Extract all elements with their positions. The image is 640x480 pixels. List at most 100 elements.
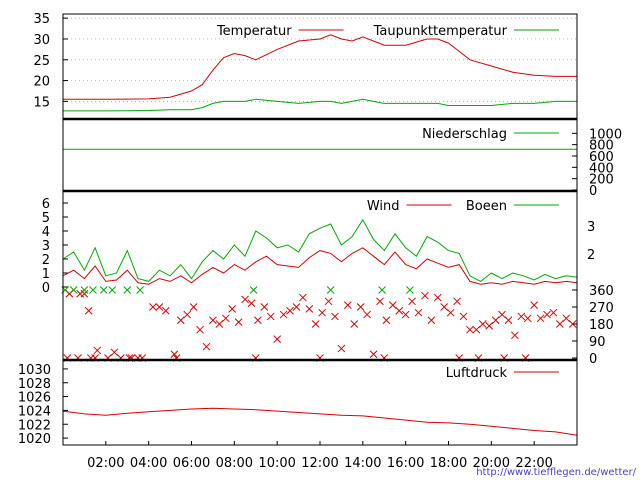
y2-tick-label: 0 xyxy=(589,352,597,367)
y-tick-label: 1 xyxy=(42,267,50,282)
x-tick-label: 18:00 xyxy=(430,456,467,471)
temperature-line xyxy=(63,34,577,100)
direction-point xyxy=(215,320,224,328)
direction-point xyxy=(155,303,164,311)
direction-point xyxy=(299,293,307,302)
direction-point xyxy=(170,350,179,359)
direction-point-calm xyxy=(406,286,414,294)
direction-point xyxy=(511,331,519,340)
x-tick-label: 16:00 xyxy=(387,456,424,471)
x-tick-label: 02:00 xyxy=(87,456,124,471)
direction-point xyxy=(453,297,461,306)
wind-line xyxy=(62,247,578,285)
direction-point xyxy=(266,312,275,321)
direction-point xyxy=(491,316,500,325)
y-tick-label: 1028 xyxy=(18,377,51,392)
direction-point xyxy=(286,306,294,315)
direction-point xyxy=(408,297,416,306)
temperature-panel: 15 20 25 30 35 Taupunkttemperatur Temperatur xyxy=(33,12,577,112)
y2-tick-label: 270 xyxy=(589,301,614,316)
y-tick-label: 15 xyxy=(33,95,50,110)
direction-point xyxy=(395,306,404,315)
y2-tick-label: 3 xyxy=(587,220,595,235)
x-tick-label: 14:00 xyxy=(344,456,381,471)
time-axis: 02:00 04:00 06:00 08:00 10:00 12:00 14:00 16:00… xyxy=(87,441,553,471)
direction-point xyxy=(459,312,468,321)
direction-point xyxy=(273,335,282,343)
direction-point xyxy=(196,325,204,334)
direction-point xyxy=(292,303,301,311)
direction-point xyxy=(202,342,211,351)
y-tick-label: 1024 xyxy=(18,404,51,419)
direction-point xyxy=(556,320,564,328)
direction-point xyxy=(530,301,539,309)
y2-tick-label: 800 xyxy=(589,139,614,154)
direction-point xyxy=(149,303,157,311)
y-tick-label: 4 xyxy=(42,225,50,240)
direction-point xyxy=(446,308,455,317)
direction-point xyxy=(369,350,378,359)
direction-point xyxy=(176,316,185,325)
direction-point xyxy=(356,303,365,311)
direction-point xyxy=(110,348,119,357)
direction-point xyxy=(254,316,262,325)
direction-point xyxy=(318,308,326,317)
direction-point xyxy=(485,322,494,330)
y2-tick-label: 200 xyxy=(589,173,614,188)
direction-point xyxy=(305,305,314,313)
direction-point xyxy=(536,314,545,323)
direction-point xyxy=(382,316,391,325)
direction-point xyxy=(350,320,359,328)
direction-point xyxy=(183,310,192,319)
gusts-line xyxy=(62,218,578,282)
y-tick-label: 5 xyxy=(42,211,50,226)
direction-point xyxy=(433,293,442,302)
legend-label: Temperatur xyxy=(216,24,292,39)
y-tick-label: 2 xyxy=(42,253,50,268)
direction-point xyxy=(209,316,217,325)
direction-point xyxy=(80,289,89,298)
direction-point xyxy=(466,325,474,334)
direction-point-calm xyxy=(99,286,108,294)
direction-point xyxy=(363,310,371,319)
y-tick-label: 20 xyxy=(33,75,50,90)
y2-tick-label: 2 xyxy=(587,248,595,263)
legend-label: Luftdruck xyxy=(446,366,508,381)
direction-point xyxy=(427,316,436,325)
direction-point xyxy=(311,320,320,328)
direction-point xyxy=(498,310,506,319)
direction-point-calm xyxy=(326,286,335,294)
y-tick-label: 1022 xyxy=(18,418,51,433)
panel-separators xyxy=(62,13,578,446)
direction-point xyxy=(401,310,410,319)
y-tick-label: 30 xyxy=(33,33,50,48)
direction-point xyxy=(279,310,288,319)
direction-point xyxy=(324,297,333,306)
y-tick-label: 1026 xyxy=(18,391,51,406)
direction-point-calm xyxy=(108,286,117,294)
direction-point xyxy=(93,346,102,355)
x-tick-label: 10:00 xyxy=(258,456,295,471)
wind-direction-panel: 360 270 180 90 0 xyxy=(61,284,614,367)
y2-tick-label: 600 xyxy=(589,150,614,165)
direction-point xyxy=(189,303,198,311)
y2-tick-label: 1000 xyxy=(589,127,622,142)
direction-point-calm xyxy=(69,286,78,294)
direction-point xyxy=(421,291,429,300)
legend-label: Boeen xyxy=(466,199,507,214)
direction-point xyxy=(260,303,269,311)
footer-url[interactable]: http://www.tiefflegen.de/wetter/ xyxy=(476,467,636,478)
direction-point xyxy=(337,344,346,353)
direction-point xyxy=(478,320,487,328)
direction-point-calm xyxy=(378,286,386,294)
y2-tick-label: 360 xyxy=(589,284,614,299)
pressure-line xyxy=(62,407,578,436)
y-tick-label: 6 xyxy=(42,197,50,212)
direction-point-calm xyxy=(136,286,144,294)
direction-point xyxy=(543,310,551,319)
direction-point xyxy=(562,314,571,323)
direction-point xyxy=(568,320,577,328)
x-tick-label: 06:00 xyxy=(173,456,210,471)
